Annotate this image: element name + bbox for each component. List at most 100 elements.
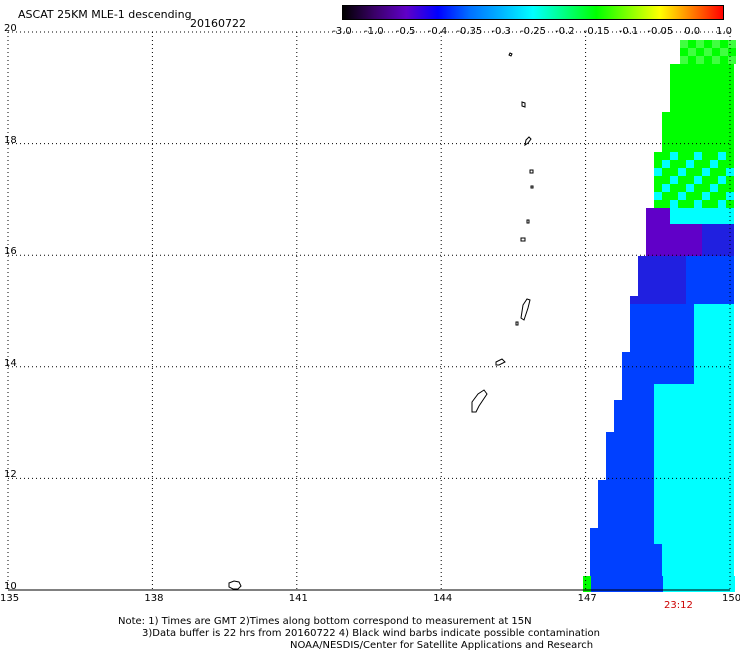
swath-cell: [718, 160, 726, 168]
swath-cell: [710, 440, 718, 448]
swath-cell: [606, 456, 614, 464]
swath-cell: [686, 112, 694, 120]
swath-cell: [686, 360, 694, 368]
swath-cell: [638, 304, 646, 312]
swath-cell: [638, 560, 646, 568]
swath-cell: [622, 448, 630, 456]
swath-cell: [686, 536, 694, 544]
swath-cell: [638, 512, 646, 520]
swath-cell: [678, 80, 686, 88]
island-outline: [530, 185, 534, 189]
swath-cell: [718, 176, 726, 184]
swath-cell: [654, 408, 662, 416]
swath-cell: [718, 344, 726, 352]
swath-cell: [670, 288, 678, 296]
swath-cell: [704, 40, 712, 48]
swath-cell: [654, 216, 662, 224]
swath-cell: [710, 504, 718, 512]
swath-cell: [694, 400, 702, 408]
swath-cell: [606, 528, 614, 536]
swath-cell: [710, 432, 718, 440]
swath-cell: [662, 240, 670, 248]
swath-cell: [702, 64, 710, 72]
swath-cell: [694, 64, 702, 72]
swath-cell: [702, 88, 710, 96]
swath-cell: [686, 248, 694, 256]
swath-cell: [678, 512, 686, 520]
swath-cell: [710, 368, 718, 376]
swath-cell: [662, 344, 670, 352]
swath-cell: [662, 512, 670, 520]
swath-cell: [662, 432, 670, 440]
swath-cell: [670, 488, 678, 496]
wind-swath: [583, 40, 736, 592]
swath-cell: [630, 528, 638, 536]
swath-cell: [694, 176, 702, 184]
swath-cell: [630, 328, 638, 336]
swath-cell: [718, 272, 726, 280]
swath-cell: [686, 184, 694, 192]
swath-cell: [670, 224, 678, 232]
swath-cell: [646, 520, 654, 528]
swath-cell: [614, 552, 622, 560]
swath-cell: [686, 336, 694, 344]
swath-cell: [614, 504, 622, 512]
swath-cell: [686, 144, 694, 152]
swath-cell: [670, 552, 678, 560]
swath-cell: [646, 272, 654, 280]
swath-cell: [712, 40, 720, 48]
swath-cell: [670, 320, 678, 328]
swath-cell: [662, 264, 670, 272]
swath-cell: [694, 208, 702, 216]
swath-cell: [686, 472, 694, 480]
swath-cell: [718, 496, 726, 504]
swath-cell: [631, 576, 639, 584]
swath-cell: [678, 280, 686, 288]
swath-cell: [598, 552, 606, 560]
swath-cell: [622, 464, 630, 472]
swath-cell: [662, 400, 670, 408]
swath-cell: [630, 304, 638, 312]
swath-cell: [598, 480, 606, 488]
swath-cell: [678, 296, 686, 304]
graticule: [7, 31, 731, 591]
swath-cell: [694, 128, 702, 136]
swath-cell: [694, 512, 702, 520]
swath-cell: [583, 576, 591, 584]
swath-cell: [710, 144, 718, 152]
swath-cell: [710, 248, 718, 256]
swath-cell: [670, 200, 678, 208]
swath-cell: [718, 328, 726, 336]
swath-cell: [710, 288, 718, 296]
swath-cell: [710, 120, 718, 128]
swath-cell: [694, 408, 702, 416]
swath-cell: [662, 176, 670, 184]
swath-cell: [718, 280, 726, 288]
swath-cell: [694, 168, 702, 176]
swath-cell: [670, 104, 678, 112]
swath-cell: [630, 488, 638, 496]
swath-cell: [686, 88, 694, 96]
swath-cell: [718, 536, 726, 544]
swath-cell: [718, 96, 726, 104]
swath-cell: [710, 448, 718, 456]
swath-cell: [662, 408, 670, 416]
swath-cell: [678, 424, 686, 432]
swath-cell: [728, 56, 736, 64]
swath-cell: [662, 232, 670, 240]
swath-cell: [686, 384, 694, 392]
swath-cell: [702, 288, 710, 296]
swath-cell: [710, 480, 718, 488]
swath-cell: [678, 136, 686, 144]
swath-cell: [590, 536, 598, 544]
swath-cell: [711, 576, 719, 584]
swath-cell: [630, 464, 638, 472]
swath-cell: [646, 544, 654, 552]
swath-cell: [694, 432, 702, 440]
swath-cell: [654, 296, 662, 304]
swath-cell: [710, 456, 718, 464]
swath-cell: [662, 368, 670, 376]
swath-cell: [686, 480, 694, 488]
swath-cell: [710, 312, 718, 320]
note-line-1: Note: 1) Times are GMT 2)Times along bot…: [118, 616, 532, 627]
